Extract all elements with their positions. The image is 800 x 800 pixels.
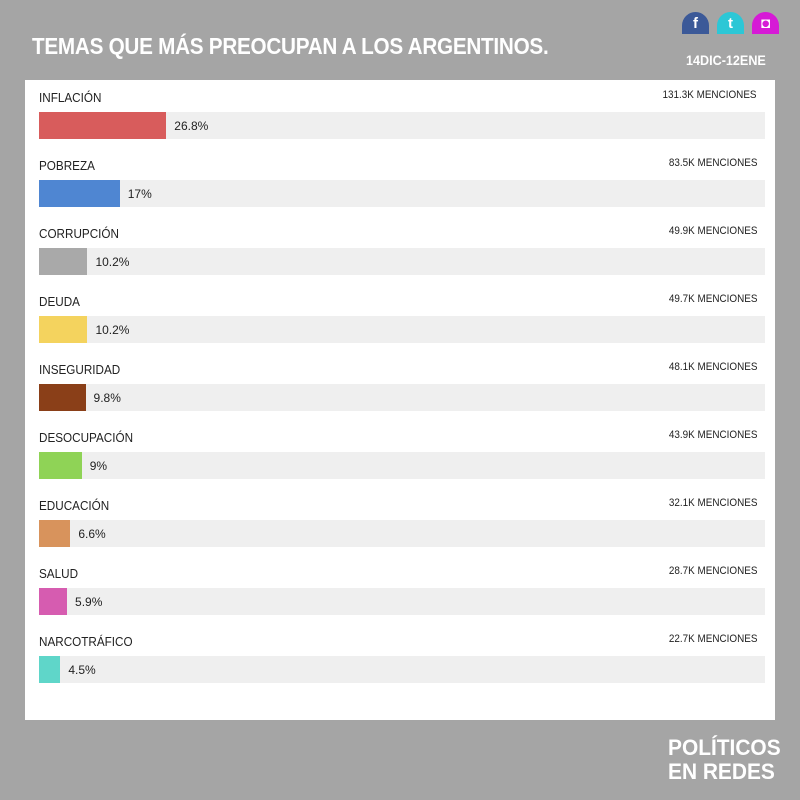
bar-track: 9% <box>39 452 765 479</box>
bar-row: POBREZA 83.5K MENCIONES 17% <box>39 124 765 207</box>
category-label: EDUCACIÓN <box>39 498 110 513</box>
logo-line-2: EN REDES <box>668 759 775 784</box>
value-label: 26.8% <box>174 119 209 133</box>
value-label: 9% <box>89 459 108 473</box>
mentions-label: 131.3K MENCIONES <box>662 89 757 101</box>
mentions-label: 22.7K MENCIONES <box>668 633 757 645</box>
date-range: 14DIC-12ENE <box>686 52 766 68</box>
bar-track: 10.2% <box>39 248 765 275</box>
bar-track: 4.5% <box>39 656 765 683</box>
mentions-label: 49.9K MENCIONES <box>668 225 757 237</box>
bar-row: CORRUPCIÓN 49.9K MENCIONES 10.2% <box>39 192 765 275</box>
category-label: CORRUPCIÓN <box>39 226 119 241</box>
bar-track: 17% <box>39 180 765 207</box>
mentions-label: 32.1K MENCIONES <box>668 497 757 509</box>
bar <box>39 316 88 343</box>
bar <box>39 656 61 683</box>
page-title: TEMAS QUE MÁS PREOCUPAN A LOS ARGENTINOS… <box>32 33 549 59</box>
bar-track: 26.8% <box>39 112 765 139</box>
value-label: 5.9% <box>75 595 103 609</box>
category-label: INSEGURIDAD <box>39 362 121 377</box>
bar-row: EDUCACIÓN 32.1K MENCIONES 6.6% <box>39 464 765 547</box>
category-label: DESOCUPACIÓN <box>39 430 134 445</box>
bar-track: 5.9% <box>39 588 765 615</box>
bar <box>39 248 88 275</box>
category-label: SALUD <box>39 566 79 581</box>
category-label: DEUDA <box>39 294 80 309</box>
bar-track: 10.2% <box>39 316 765 343</box>
bar-track: 6.6% <box>39 520 765 547</box>
bar-row: INFLACIÓN 131.3K MENCIONES 26.8% <box>39 56 765 139</box>
mentions-label: 43.9K MENCIONES <box>668 429 757 441</box>
mentions-label: 49.7K MENCIONES <box>668 293 757 305</box>
bar-row: SALUD 28.7K MENCIONES 5.9% <box>39 532 765 615</box>
bar <box>39 452 82 479</box>
category-label: NARCOTRÁFICO <box>39 634 133 649</box>
category-label: INFLACIÓN <box>39 90 102 105</box>
value-label: 6.6% <box>78 527 106 541</box>
value-label: 9.8% <box>93 391 121 405</box>
bar <box>39 384 86 411</box>
bar-row: DESOCUPACIÓN 43.9K MENCIONES 9% <box>39 396 765 479</box>
mentions-label: 48.1K MENCIONES <box>668 361 757 373</box>
instagram-icon: ◘ <box>752 12 779 34</box>
logo-line-1: POLÍTICOS <box>668 735 781 760</box>
bar <box>39 180 120 207</box>
value-label: 4.5% <box>68 663 96 677</box>
value-label: 10.2% <box>95 255 130 269</box>
social-icons: f t ◘ <box>682 12 779 34</box>
chart-panel: INFLACIÓN 131.3K MENCIONES 26.8% POBREZA… <box>25 80 775 720</box>
bar <box>39 520 71 547</box>
facebook-icon: f <box>682 12 709 34</box>
category-label: POBREZA <box>39 158 95 173</box>
brand-logo: POLÍTICOS EN REDES <box>668 736 781 784</box>
mentions-label: 83.5K MENCIONES <box>668 157 757 169</box>
bar-row: INSEGURIDAD 48.1K MENCIONES 9.8% <box>39 328 765 411</box>
value-label: 17% <box>127 187 152 201</box>
value-label: 10.2% <box>95 323 130 337</box>
twitter-icon: t <box>717 12 744 34</box>
bar <box>39 112 167 139</box>
bar <box>39 588 68 615</box>
bar-row: DEUDA 49.7K MENCIONES 10.2% <box>39 260 765 343</box>
mentions-label: 28.7K MENCIONES <box>668 565 757 577</box>
bar-track: 9.8% <box>39 384 765 411</box>
bar-row: NARCOTRÁFICO 22.7K MENCIONES 4.5% <box>39 600 765 683</box>
